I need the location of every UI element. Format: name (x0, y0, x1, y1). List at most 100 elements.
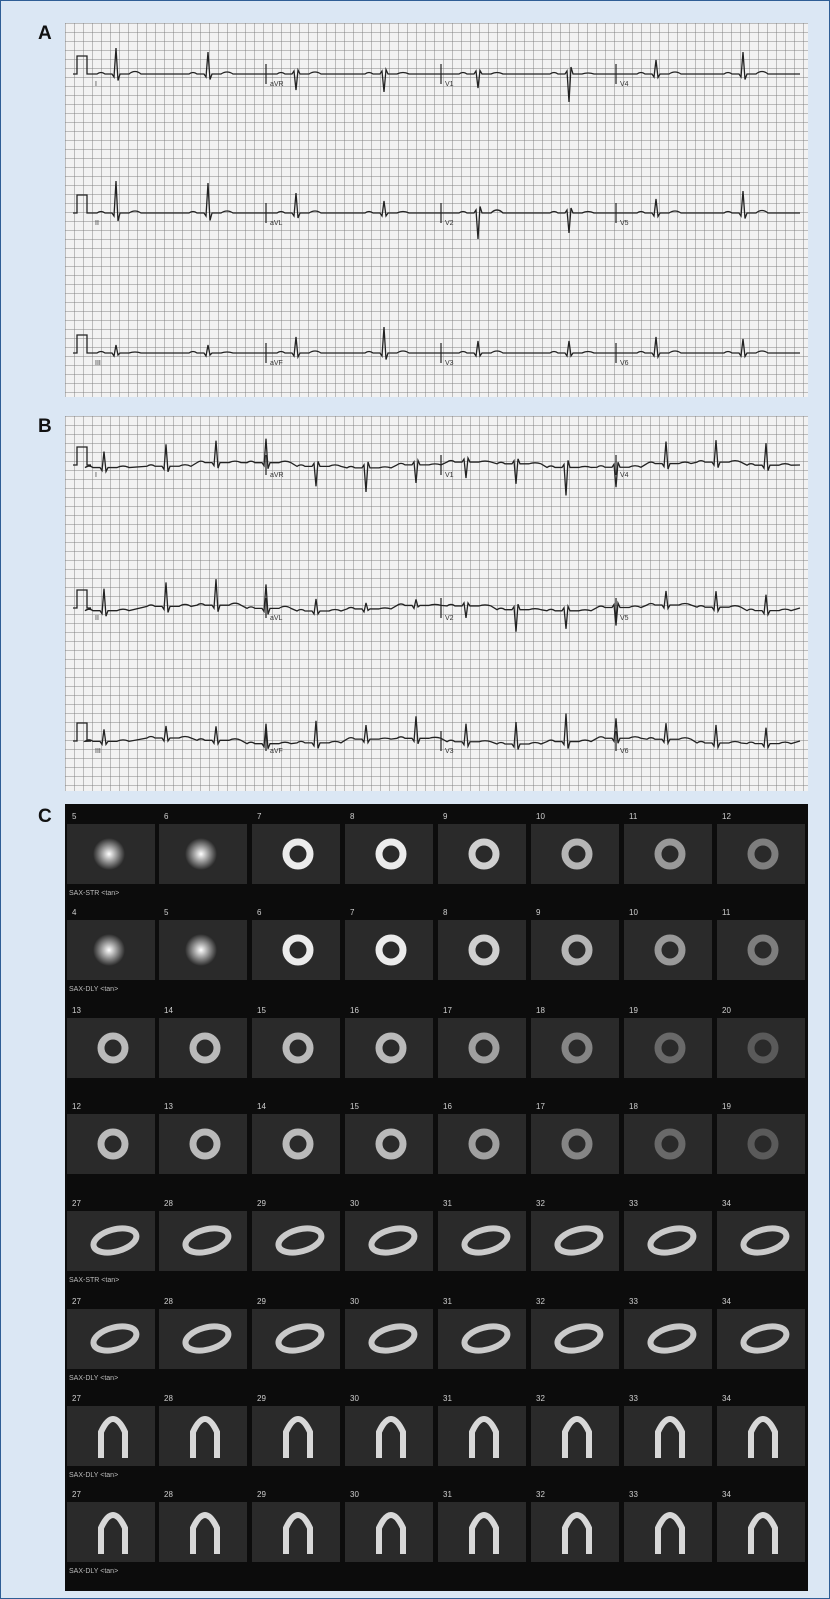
slice-background (67, 1406, 155, 1466)
slice-number: 19 (629, 1006, 638, 1015)
myocardium-uptake (561, 1128, 593, 1160)
spect-slice: 17 (438, 1004, 530, 1102)
slice-number: 10 (536, 812, 545, 821)
myocardium-uptake (275, 1225, 325, 1256)
myocardium-uptake (368, 1225, 418, 1256)
spect-slice: 8 (345, 810, 437, 908)
slice-number: 28 (164, 1297, 173, 1306)
slice-background (252, 1018, 340, 1078)
slice-number: 28 (164, 1394, 173, 1403)
slice-number: 27 (72, 1490, 81, 1499)
slice-background (159, 1018, 247, 1078)
slice-background (624, 1018, 712, 1078)
slice-number: 9 (536, 908, 541, 917)
myocardium-uptake (283, 1512, 313, 1554)
slice-number: 7 (257, 812, 262, 821)
lead-label: V1 (445, 472, 454, 479)
spect-slice: 27 (67, 1295, 159, 1393)
slice-number: 31 (443, 1394, 452, 1403)
spect-slice: 15 (252, 1004, 344, 1102)
slice-number: 29 (257, 1490, 266, 1499)
myocardium-uptake (468, 1032, 500, 1064)
myocardium-uptake (93, 934, 125, 966)
slice-number: 29 (257, 1297, 266, 1306)
slice-background (345, 1406, 433, 1466)
slice-background (252, 920, 340, 980)
spect-slice: 15 (345, 1100, 437, 1198)
slice-number: 30 (350, 1199, 359, 1208)
myocardium-uptake (654, 934, 686, 966)
spect-slice: 8 (438, 906, 530, 1004)
spect-slice: 32 (531, 1197, 623, 1295)
slice-background (531, 1114, 619, 1174)
myocardium-uptake (185, 934, 217, 966)
lead-label: I (95, 472, 97, 479)
slice-number: 29 (257, 1199, 266, 1208)
slice-background (717, 920, 805, 980)
slice-number: 27 (72, 1394, 81, 1403)
lead-label: V2 (445, 220, 454, 227)
slice-number: 31 (443, 1199, 452, 1208)
myocardium-uptake (748, 1512, 778, 1554)
panel-c-label: C (38, 806, 52, 827)
slice-background (159, 1502, 247, 1562)
slice-number: 20 (722, 1006, 731, 1015)
myocardium-uptake (375, 934, 407, 966)
myocardium-uptake (561, 934, 593, 966)
spect-slice: 30 (345, 1295, 437, 1393)
myocardium-uptake (655, 1512, 685, 1554)
spect-slice: 18 (624, 1100, 716, 1198)
slice-number: 31 (443, 1297, 452, 1306)
myocardium-uptake (655, 1416, 685, 1458)
slice-background (67, 1211, 155, 1271)
myocardium-uptake (561, 1032, 593, 1064)
lead-label: II (95, 220, 99, 227)
calibration-pulse (73, 194, 91, 214)
slice-background (438, 1114, 526, 1174)
slice-number: 6 (257, 908, 262, 917)
spect-slice: 28 (159, 1392, 251, 1490)
myocardium-uptake (747, 934, 779, 966)
myocardium-uptake (283, 1416, 313, 1458)
slice-number: 5 (164, 908, 169, 917)
slice-number: 13 (72, 1006, 81, 1015)
myocardium-uptake (375, 838, 407, 870)
myocardium-uptake (97, 1032, 129, 1064)
myocardium-uptake (469, 1512, 499, 1554)
spect-slice: 32 (531, 1392, 623, 1490)
spect-slice: 6 (252, 906, 344, 1004)
calibration-pulse (73, 446, 91, 466)
myocardium-uptake (282, 1032, 314, 1064)
spect-slice: 28 (159, 1295, 251, 1393)
spect-slice: 33 (624, 1488, 716, 1586)
slice-number: 6 (164, 812, 169, 821)
slice-number: 33 (629, 1297, 638, 1306)
slice-background (531, 1018, 619, 1078)
slice-number: 11 (722, 908, 731, 917)
slice-number: 27 (72, 1199, 81, 1208)
slice-background (252, 1502, 340, 1562)
myocardium-uptake (647, 1323, 697, 1354)
slice-number: 32 (536, 1394, 545, 1403)
slice-number: 12 (72, 1102, 81, 1111)
slice-background (345, 1502, 433, 1562)
lead-label: V6 (620, 748, 629, 755)
myocardium-uptake (469, 1416, 499, 1458)
slice-background (67, 1309, 155, 1369)
lead-label: V4 (620, 81, 629, 88)
lead-label: III (95, 748, 101, 755)
myocardium-uptake (98, 1512, 128, 1554)
spect-slice: 16 (345, 1004, 437, 1102)
slice-background (252, 824, 340, 884)
spect-slice: 33 (624, 1197, 716, 1295)
slice-background (67, 1114, 155, 1174)
spect-slice: 13 (67, 1004, 159, 1102)
panel-b-label: B (38, 416, 52, 437)
slice-background (67, 1502, 155, 1562)
spect-slice: 29 (252, 1488, 344, 1586)
slice-number: 30 (350, 1490, 359, 1499)
myocardium-uptake (282, 934, 314, 966)
row-caption: SAX-DLY <tan> (69, 986, 119, 993)
lead-label: V1 (445, 81, 454, 88)
